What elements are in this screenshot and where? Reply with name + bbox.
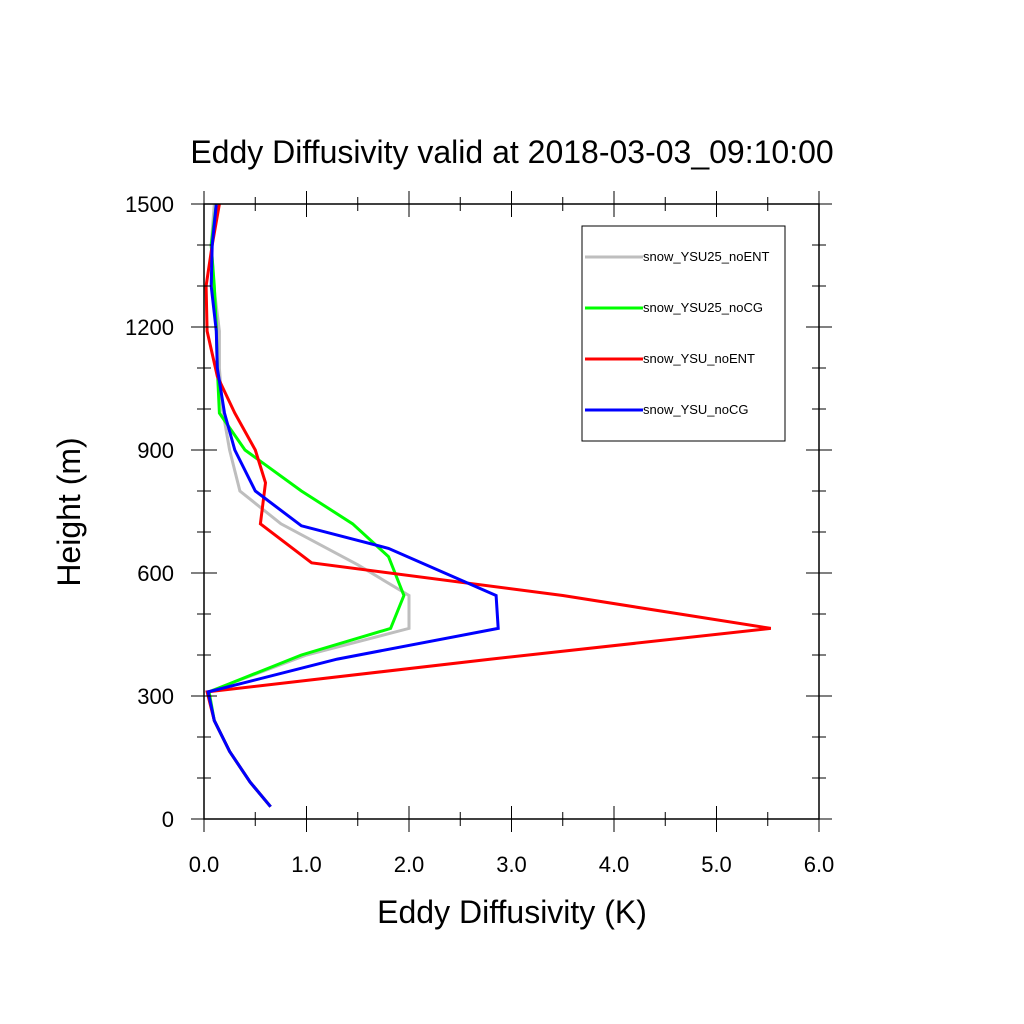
x-axis-title: Eddy Diffusivity (K) bbox=[377, 894, 647, 930]
y-tick-label: 0 bbox=[162, 807, 174, 832]
x-tick-label: 3.0 bbox=[496, 852, 527, 877]
y-tick-label: 900 bbox=[137, 438, 174, 463]
legend-label-snow_YSU25_noCG: snow_YSU25_noCG bbox=[643, 300, 763, 315]
y-tick-label: 1200 bbox=[125, 315, 174, 340]
legend-label-snow_YSU_noCG: snow_YSU_noCG bbox=[643, 402, 749, 417]
x-tick-label: 5.0 bbox=[701, 852, 732, 877]
legend: snow_YSU25_noENT snow_YSU25_noCG snow_YSU_… bbox=[581, 225, 786, 442]
y-tick-label: 600 bbox=[137, 561, 174, 586]
x-tick-label: 0.0 bbox=[189, 852, 220, 877]
y-axis-title: Height (m) bbox=[51, 437, 87, 586]
x-tick-label: 1.0 bbox=[291, 852, 322, 877]
series-line-snow_YSU_noCG bbox=[206, 203, 500, 808]
x-tick-label: 2.0 bbox=[394, 852, 425, 877]
y-tick-label: 300 bbox=[137, 684, 174, 709]
x-tick-label: 6.0 bbox=[804, 852, 835, 877]
y-tick-label: 1500 bbox=[125, 192, 174, 217]
x-tick-label: 4.0 bbox=[599, 852, 630, 877]
series-line-snow_YSU25_noCG bbox=[207, 203, 406, 808]
series-line-snow_YSU25_noENT bbox=[206, 203, 411, 808]
series-layer bbox=[204, 203, 772, 808]
tick-layer: 0.0 1.0 2.0 3.0 4.0 5.0 6.0 0 300 600 900 1200 1500 bbox=[125, 191, 834, 877]
chart-title: Eddy Diffusivity valid at 2018-03-03_09:… bbox=[190, 134, 833, 170]
legend-label-snow_YSU25_noENT: snow_YSU25_noENT bbox=[643, 249, 770, 264]
legend-label-snow_YSU_noENT: snow_YSU_noENT bbox=[643, 351, 755, 366]
legend-box bbox=[581, 225, 786, 442]
